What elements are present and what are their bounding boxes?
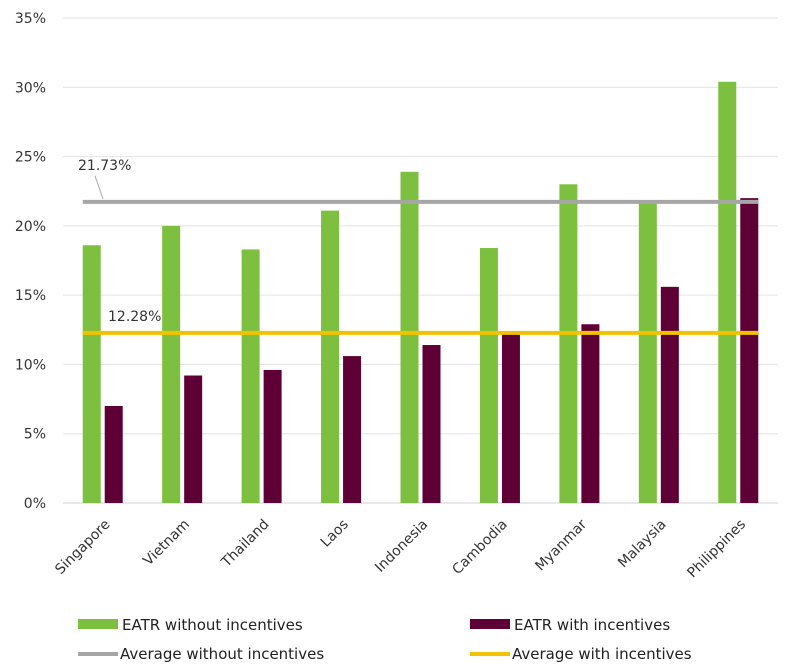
bar-eatr-with-incentives-indonesia	[422, 345, 441, 503]
bar-eatr-without-incentives-laos	[321, 210, 340, 503]
bar-eatr-without-incentives-philippines	[718, 81, 737, 503]
bar-eatr-with-incentives-myanmar	[581, 324, 600, 503]
gridlines	[63, 17, 778, 435]
bar-eatr-with-incentives-philippines	[740, 198, 759, 503]
bar-eatr-with-incentives-vietnam	[184, 375, 203, 503]
legend-label: Average with incentives	[512, 645, 692, 663]
y-tick-label: 0%	[24, 496, 46, 512]
bar-eatr-without-incentives-singapore	[82, 245, 101, 503]
y-tick-label: 30%	[15, 80, 46, 96]
legend: EATR without incentives EATR with incenti…	[78, 616, 692, 663]
reference-lines: 21.73% 12.28%	[78, 158, 759, 335]
reference-value-label: 12.28%	[108, 309, 161, 325]
x-tick-label: Thailand	[218, 517, 273, 572]
x-tick-label: Myanmar	[532, 516, 590, 574]
x-tick-label: Vietnam	[140, 517, 193, 570]
y-tick-label: 5%	[24, 427, 46, 443]
legend-label: EATR with incentives	[514, 616, 670, 634]
x-tick-label: Indonesia	[372, 517, 431, 576]
x-tick-label: Singapore	[52, 517, 113, 578]
y-tick-label: 25%	[15, 150, 46, 166]
x-axis-tick-labels: Singapore Vietnam Thailand Laos Indonesia Cam…	[52, 516, 749, 581]
bars	[82, 81, 759, 504]
bar-eatr-without-incentives-malaysia	[638, 200, 657, 503]
x-tick-label: Malaysia	[615, 517, 670, 572]
legend-swatch-eatr-with-incentives	[470, 619, 510, 629]
bar-eatr-without-incentives-cambodia	[479, 248, 498, 503]
reference-value-label: 21.73%	[78, 158, 131, 174]
bar-eatr-with-incentives-singapore	[104, 406, 123, 503]
x-tick-label: Laos	[318, 517, 352, 551]
bar-eatr-with-incentives-malaysia	[660, 286, 679, 503]
annotation-leader-line	[94, 175, 104, 200]
legend-label: Average without incentives	[120, 645, 324, 663]
y-tick-label: 15%	[15, 288, 46, 304]
bar-eatr-without-incentives-vietnam	[162, 225, 181, 503]
legend-swatch-eatr-without-incentives	[78, 619, 118, 629]
legend-label: EATR without incentives	[122, 616, 303, 634]
y-tick-label: 35%	[15, 11, 46, 27]
bar-eatr-without-incentives-thailand	[241, 249, 260, 503]
y-tick-label: 20%	[15, 219, 46, 235]
x-tick-label: Philippines	[684, 517, 749, 582]
bar-eatr-with-incentives-laos	[343, 356, 362, 503]
bar-eatr-without-incentives-myanmar	[559, 184, 578, 504]
bar-eatr-without-incentives-indonesia	[400, 171, 419, 504]
y-axis-tick-labels: 0% 5% 10% 15% 20% 25% 30% 35%	[15, 11, 46, 512]
bar-eatr-with-incentives-cambodia	[501, 332, 520, 503]
y-tick-label: 10%	[15, 357, 46, 373]
bar-eatr-with-incentives-thailand	[263, 369, 282, 503]
x-tick-label: Cambodia	[449, 517, 510, 578]
